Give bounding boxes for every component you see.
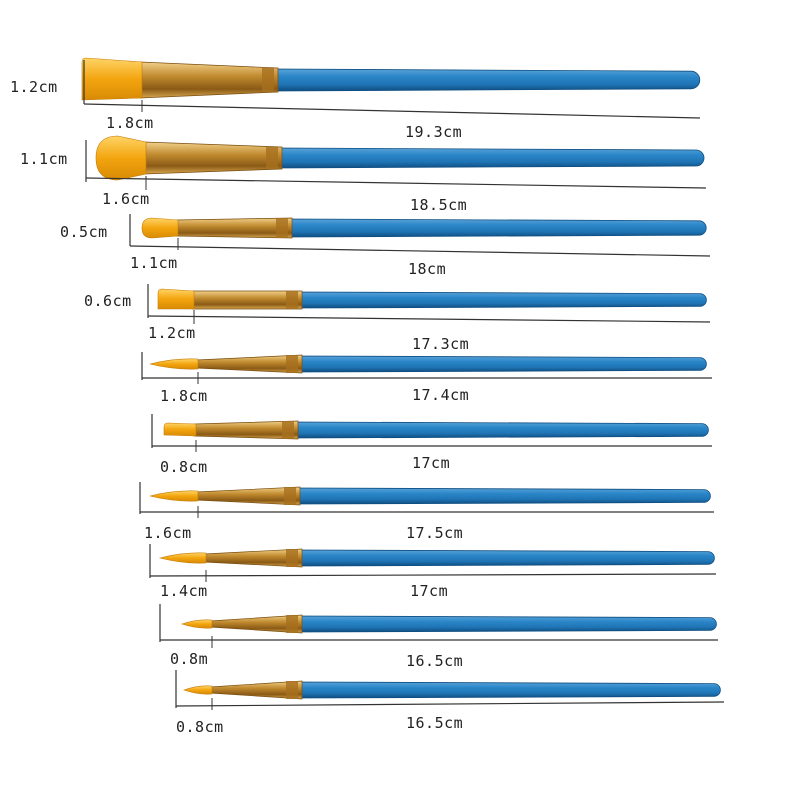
brush-8-handle — [299, 549, 715, 567]
brush-9-hair-label: 0.8m — [170, 650, 209, 668]
brush-9-bristles — [181, 619, 213, 629]
brush-3-width-label: 0.5cm — [60, 223, 108, 241]
brush-10-hair-label: 0.8cm — [176, 718, 224, 736]
brush-1-hair-label: 1.8cm — [106, 114, 154, 132]
brush-1-ferrule — [139, 61, 279, 99]
brush-4-ferrule-crimp — [286, 291, 298, 309]
brush-3 — [141, 217, 707, 239]
brush-8-length-label: 17cm — [410, 582, 449, 600]
brush-5-ferrule-crimp — [286, 355, 298, 373]
brush-2-length-label: 18.5cm — [410, 196, 468, 214]
brush-4-measure — [147, 284, 711, 324]
brush-4-width-label: 0.6cm — [84, 292, 132, 310]
brush-8-bristles — [158, 552, 207, 564]
brush-8-ferrule-crimp — [286, 549, 298, 567]
brush-2-hair-label: 1.6cm — [102, 190, 150, 208]
brush-10 — [183, 680, 721, 700]
brush-8-hair-label: 1.4cm — [160, 582, 208, 600]
brush-8-length-line — [149, 573, 717, 577]
brush-1-length-line — [83, 103, 701, 119]
brush-2-ferrule-crimp — [266, 147, 278, 169]
brush-6-length-label: 17cm — [412, 454, 451, 472]
brush-3-length-line — [129, 245, 711, 257]
brush-2-measure — [85, 140, 707, 190]
brush-9-handle — [299, 615, 717, 633]
brush-1-length-label: 19.3cm — [405, 123, 463, 141]
brush-8-measure — [149, 544, 717, 582]
brush-10-measure — [175, 670, 725, 710]
brush-10-bristles — [183, 685, 213, 695]
brush-5-length-label: 17.4cm — [412, 386, 470, 404]
brush-6-hair-label: 0.8cm — [160, 458, 208, 476]
brush-1 — [81, 57, 701, 101]
brush-9-measure — [159, 604, 718, 648]
brush-2-bristles — [95, 135, 147, 181]
brush-2-handle — [279, 147, 705, 169]
brush-2-ferrule — [143, 141, 283, 175]
brush-5-bristles — [149, 358, 199, 370]
brush-3-length-label: 18cm — [408, 260, 447, 278]
brush-5-handle — [299, 355, 707, 373]
brush-7-hair-label: 1.6cm — [144, 524, 192, 542]
brush-7-ferrule-crimp — [284, 487, 296, 505]
brush-9-ferrule-crimp — [286, 615, 298, 633]
brush-4-handle — [299, 291, 707, 309]
brush-2-length-line — [85, 177, 707, 189]
brush-1-measure — [83, 60, 701, 119]
brush-8 — [158, 548, 715, 568]
brush-1-ferrule-crimp — [262, 68, 274, 92]
brush-1-bristles — [81, 57, 143, 101]
brush-7 — [149, 486, 711, 506]
brush-9 — [181, 614, 717, 634]
brush-4-length-label: 17.3cm — [412, 335, 470, 353]
brush-1-width-label: 1.2cm — [10, 78, 58, 96]
brush-10-handle — [299, 681, 721, 699]
brush-2 — [95, 135, 705, 181]
brush-3-measure — [129, 214, 711, 257]
brush-6-measure — [151, 414, 712, 452]
brush-7-handle — [297, 487, 711, 505]
brush-9-length-label: 16.5cm — [406, 652, 464, 670]
brush-7-length-label: 17.5cm — [406, 524, 464, 542]
brush-10-length-line — [175, 701, 725, 707]
brush-5-hair-label: 1.8cm — [160, 387, 208, 405]
brush-10-length-label: 16.5cm — [406, 714, 464, 732]
brush-5-measure — [141, 352, 712, 384]
brush-3-ferrule — [175, 217, 293, 239]
brush-6-ferrule-crimp — [282, 421, 294, 439]
brush-4 — [157, 288, 707, 310]
brush-4-hair-label: 1.2cm — [148, 324, 196, 342]
brush-4-bristles — [157, 288, 195, 310]
brush-6-bristles — [163, 422, 197, 437]
brush-6 — [163, 420, 709, 440]
brush-10-ferrule-crimp — [286, 681, 298, 699]
brush-2-width-label: 1.1cm — [20, 150, 68, 168]
brush-3-handle — [289, 218, 707, 238]
brush-3-hair-label: 1.1cm — [130, 254, 178, 272]
brush-3-bristles — [141, 217, 179, 239]
brush-1-handle — [275, 68, 701, 92]
brush-5 — [149, 354, 707, 374]
brush-4-ferrule — [191, 290, 303, 310]
brush-7-measure — [139, 482, 714, 518]
brush-4-length-line — [147, 315, 711, 323]
brush-3-ferrule-crimp — [276, 218, 288, 238]
brush-7-bristles — [149, 490, 199, 502]
brush-6-handle — [295, 421, 709, 439]
